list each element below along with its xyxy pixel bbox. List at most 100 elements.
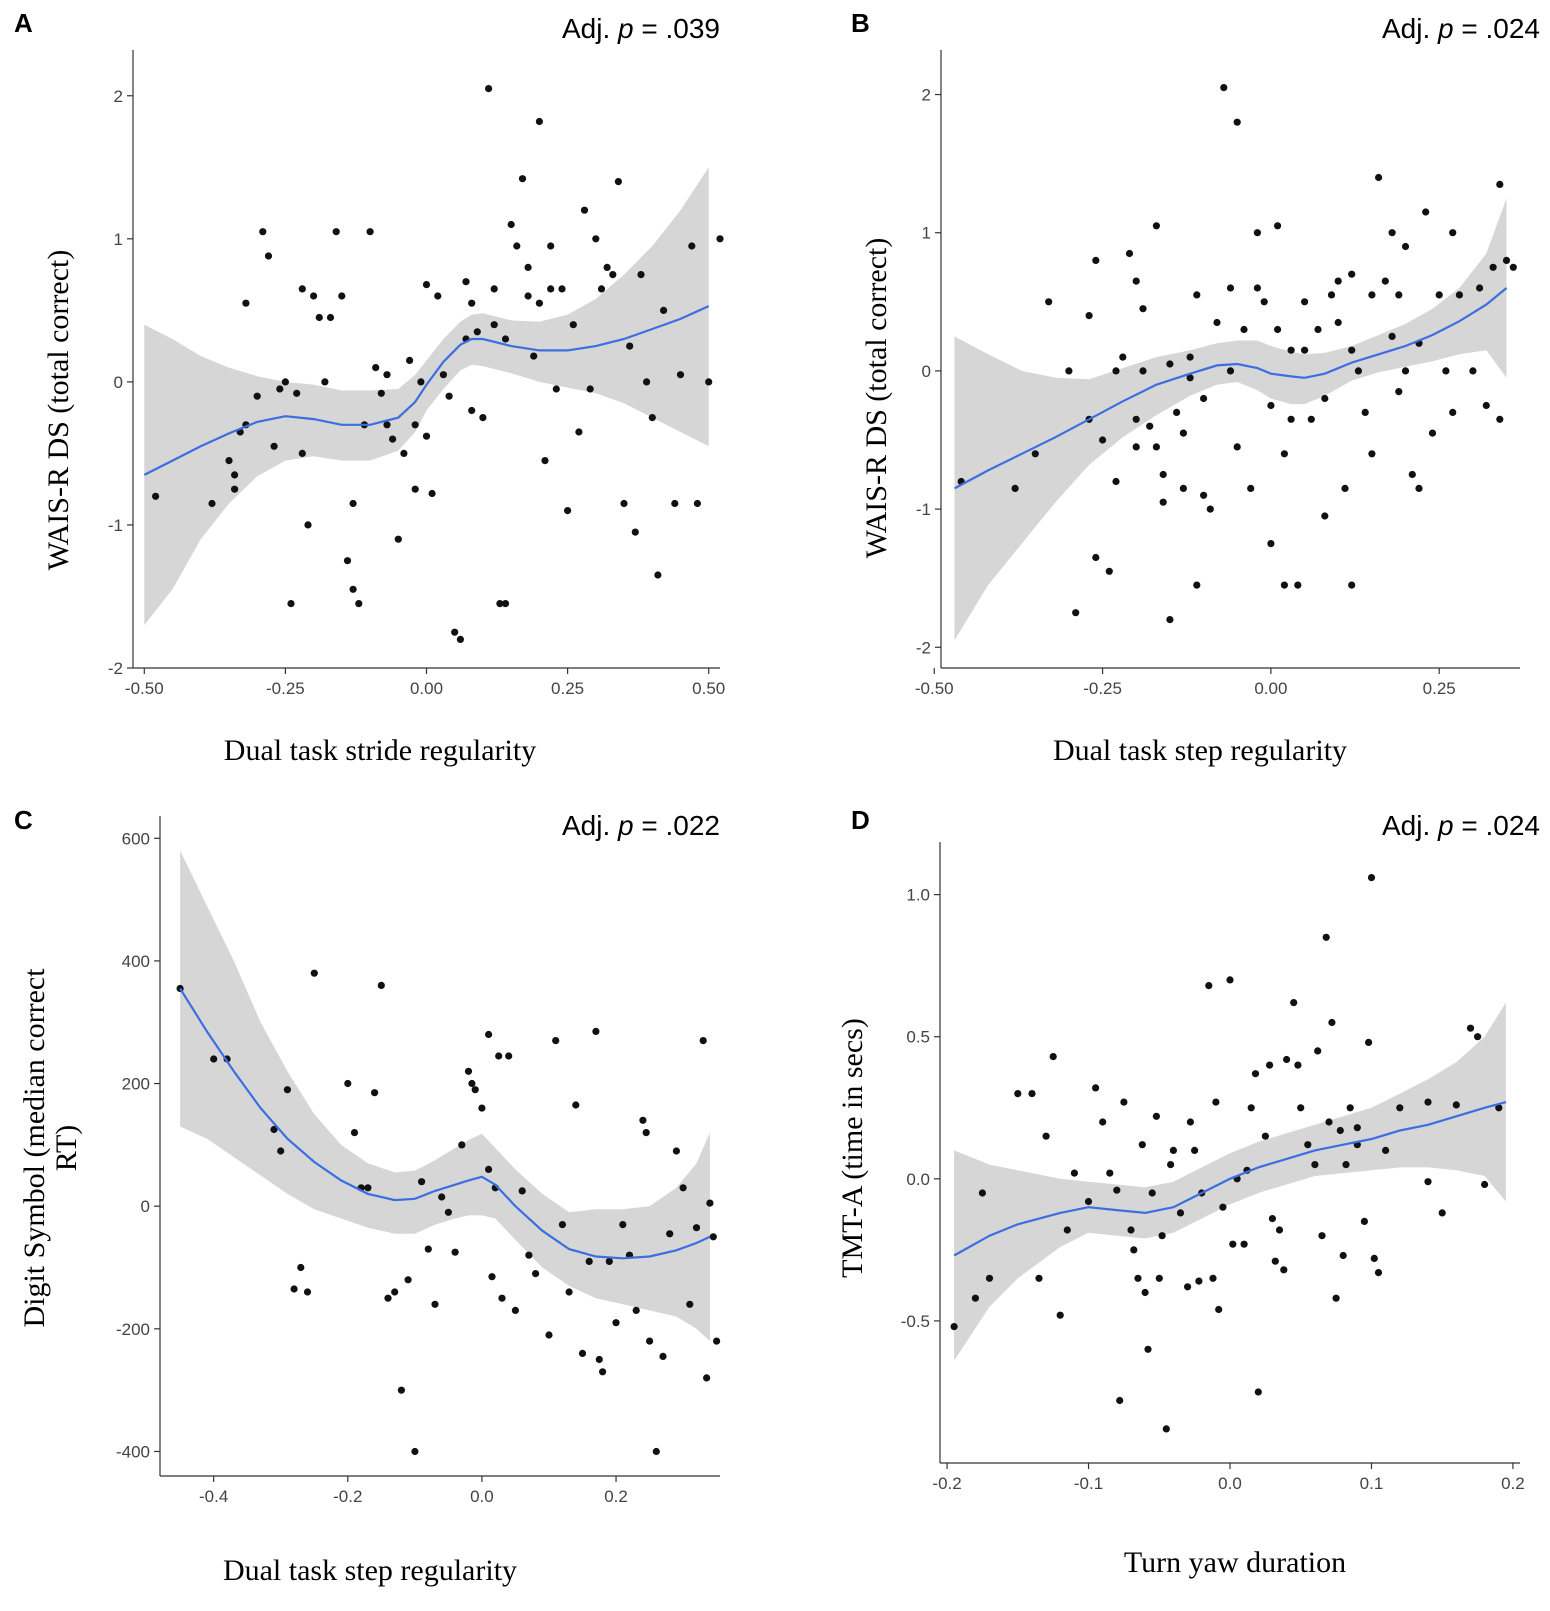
data-point [411,1447,419,1456]
data-point [637,271,645,279]
data-point [485,1030,493,1039]
data-point [1466,1024,1475,1032]
panel-d-p-number: = .024 [1454,810,1540,841]
data-point [501,600,510,608]
panel-a-confidence-band [144,167,709,626]
data-point [1301,346,1309,354]
data-point [660,306,668,314]
data-point [580,206,589,214]
panel-a-x-tick-label: -0.50 [125,679,164,698]
data-point [1014,1090,1022,1098]
panel-c-p-prefix: Adj. [562,810,618,841]
panel-b-x-axis-label: Dual task step regularity [1053,734,1347,767]
panel-b-points [957,84,1517,624]
panel-a-x-axis-label: Dual task stride regularity [224,734,536,767]
data-point [498,1294,506,1302]
panel-a-y-tick-label: 2 [114,87,123,106]
data-point [586,385,594,393]
data-point [541,457,549,465]
data-point [1438,1209,1446,1217]
panel-a-x-tick-label: 0.00 [410,679,443,698]
data-point [1455,291,1463,299]
panel-d-y-tick-label: 0.0 [906,1170,930,1189]
data-point [1449,408,1457,416]
data-point [451,1248,459,1256]
data-point [1186,353,1194,361]
panel-c-p-number: = .022 [634,810,720,841]
panel-d-confidence-band [954,1002,1506,1361]
data-point [276,385,284,393]
data-point [1280,1266,1288,1274]
data-point [377,981,385,990]
data-point [332,228,340,236]
data-point [1159,470,1167,479]
data-point [1253,229,1261,237]
data-point [445,392,453,400]
data-point [371,1089,379,1097]
data-point [507,220,515,229]
panel-a-y-tick-label: -1 [108,516,123,535]
data-point [1381,277,1389,285]
panel-a-x-tick-label: 0.50 [692,679,725,698]
data-point [1139,305,1147,313]
data-point [444,1208,452,1216]
data-point [552,385,560,393]
data-point [485,1165,493,1173]
panel-c-x-tick-label: -0.2 [333,1487,362,1506]
data-point [1186,1118,1194,1126]
panel-a-y-axis-label-line: WAIS-R DS (total correct) [42,250,75,571]
data-point [978,1189,987,1197]
panel-d-x-tick-label: 0.0 [1218,1474,1242,1493]
data-point [572,1101,580,1109]
panel-a-y-tick-label: 0 [114,373,123,392]
data-point [1327,291,1336,299]
data-point [565,1288,573,1296]
data-point [1186,374,1194,382]
data-point [1321,394,1329,403]
data-point [1056,1311,1064,1319]
data-point [1148,1189,1156,1197]
panel-c-y-tick-label: 400 [122,952,150,971]
data-point [1325,1118,1333,1126]
data-point [648,414,656,422]
data-point [950,1323,958,1331]
data-point [1173,408,1181,416]
data-point [1267,401,1275,410]
data-point [1049,1053,1057,1061]
data-point [1348,346,1356,354]
data-point [1290,999,1298,1007]
panel-c-p-value: Adj. p = .022 [562,810,720,841]
data-point [1341,484,1349,492]
panel-d-y-tick-label: 0.5 [906,1028,930,1047]
data-point [1159,498,1167,506]
panel-c-confidence-band [180,850,710,1342]
data-point [1166,360,1174,368]
data-point [1045,298,1053,306]
data-point [1206,505,1214,513]
data-point [349,585,357,593]
data-point [1489,263,1497,271]
data-point [1287,346,1295,354]
data-point [1275,1226,1284,1234]
panel-a-smooth-line [143,305,710,476]
data-point [1367,874,1376,882]
data-point [1247,484,1255,492]
data-point [1469,367,1477,375]
data-point [511,1306,519,1314]
data-point [1092,1084,1100,1092]
panel-c-y-tick-label: 0 [141,1197,150,1216]
panel-b-p-prefix: Adj. [1382,13,1438,44]
data-point [326,313,335,322]
data-point [366,228,374,236]
panel-d-points [950,874,1503,1433]
data-point [1112,367,1120,375]
data-point [264,252,273,260]
data-point [699,1037,707,1045]
panel-b-y-tick-label: 2 [922,86,931,105]
data-point [612,1319,620,1327]
data-point [1141,1288,1149,1297]
data-point [1240,1240,1248,1248]
panel-d-smooth-line [953,1101,1507,1257]
data-point [1253,284,1261,292]
